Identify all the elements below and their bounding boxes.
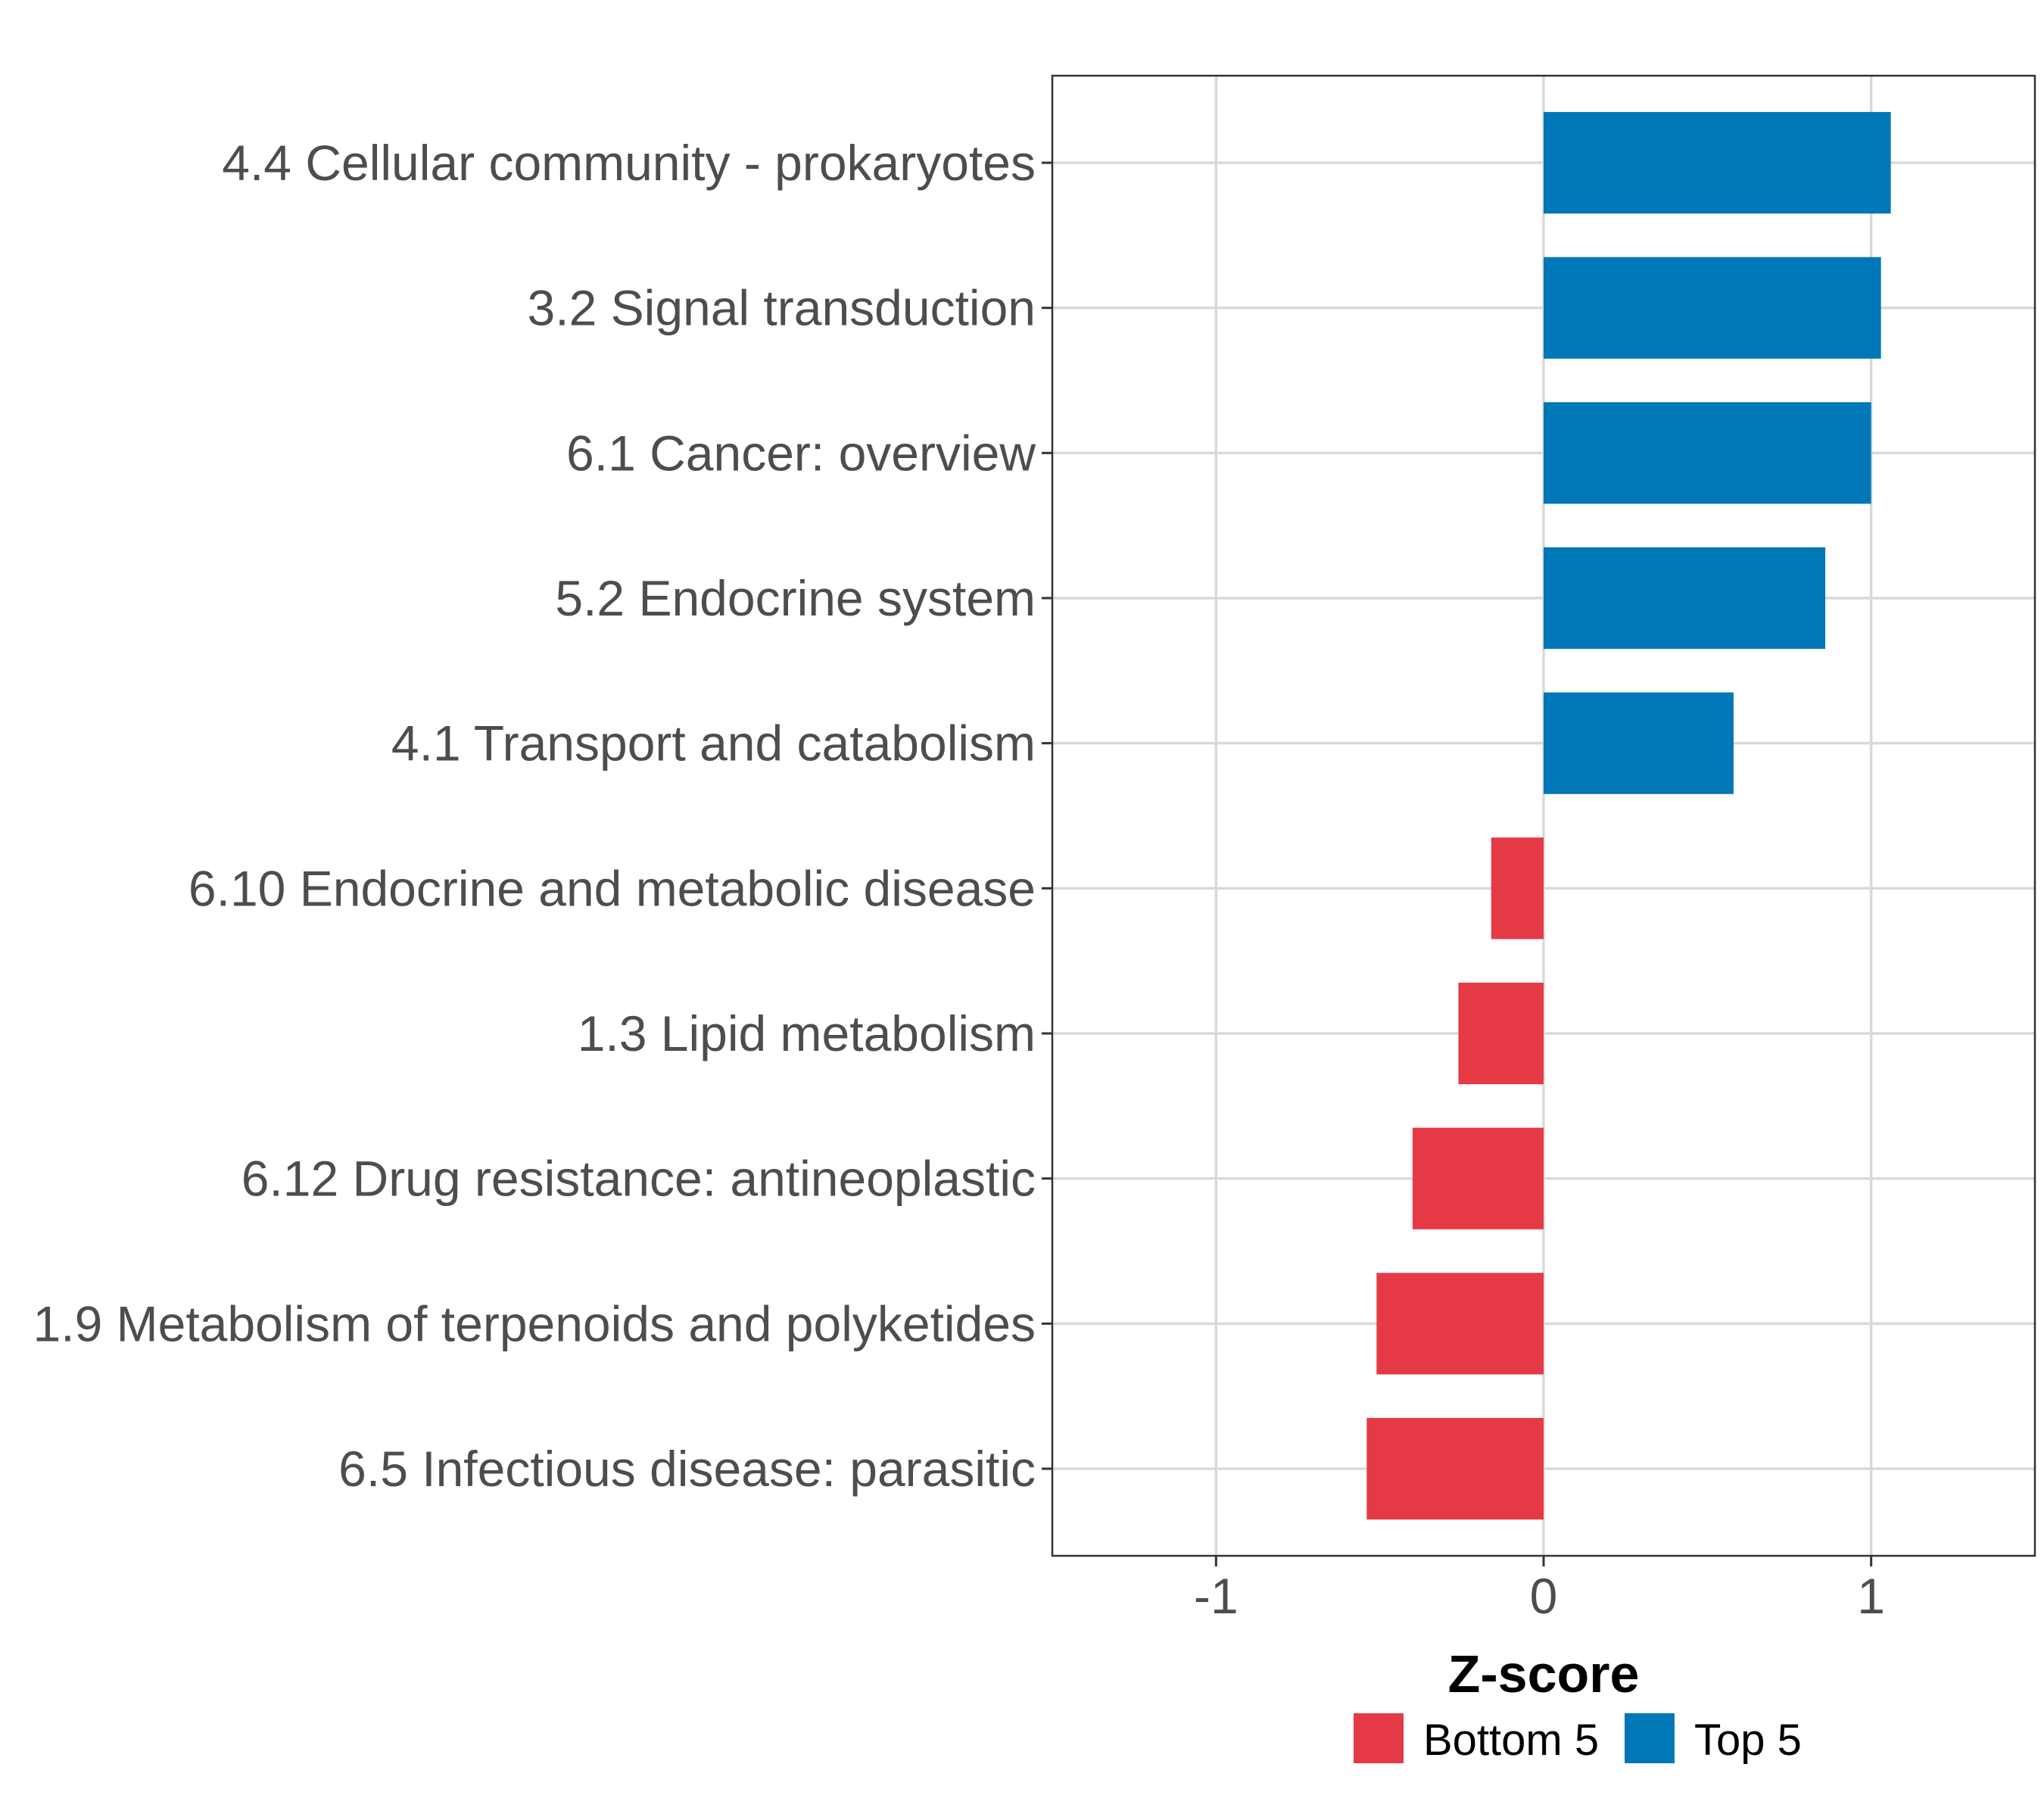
bar-8 <box>1412 1127 1544 1230</box>
bars <box>1366 111 1891 1520</box>
bar-10 <box>1366 1417 1544 1520</box>
category-label: 6.5 Infectious disease: parasitic <box>338 1441 1036 1497</box>
category-label: 3.2 Signal transduction <box>528 280 1036 336</box>
x-axis-title: Z-score <box>1448 1644 1640 1703</box>
x-tick-label: -1 <box>1194 1568 1239 1624</box>
x-tick-label: 0 <box>1530 1568 1558 1624</box>
legend-swatch <box>1354 1713 1404 1763</box>
category-label: 5.2 Endocrine system <box>555 570 1036 626</box>
category-label: 1.9 Metabolism of terpenoids and polyket… <box>33 1295 1036 1351</box>
category-label: 4.1 Transport and catabolism <box>391 715 1036 771</box>
bar-1 <box>1544 111 1891 214</box>
bar-5 <box>1544 692 1734 794</box>
category-axis: 4.4 Cellular community - prokaryotes 3.2 … <box>33 135 1052 1497</box>
bar-9 <box>1376 1273 1544 1375</box>
x-axis: -1 0 1 <box>1194 1556 1885 1624</box>
bar-6 <box>1491 837 1544 940</box>
legend-label: Bottom 5 <box>1423 1716 1599 1765</box>
bar-2 <box>1544 257 1881 359</box>
category-label: 4.4 Cellular community - prokaryotes <box>222 135 1036 191</box>
category-label: 6.12 Drug resistance: antineoplastic <box>241 1151 1036 1207</box>
bar-4 <box>1544 547 1826 650</box>
legend-swatch <box>1625 1713 1675 1763</box>
category-label: 1.3 Lipid metabolism <box>578 1005 1036 1061</box>
category-label: 6.10 Endocrine and metabolic disease <box>189 860 1036 916</box>
bar-7 <box>1458 982 1544 1085</box>
category-label: 6.1 Cancer: overview <box>566 425 1036 481</box>
legend-label: Top 5 <box>1694 1716 1802 1765</box>
x-tick-label: 1 <box>1857 1568 1885 1624</box>
legend: Bottom 5 Top 5 <box>1354 1713 1802 1765</box>
bar-3 <box>1544 402 1871 504</box>
